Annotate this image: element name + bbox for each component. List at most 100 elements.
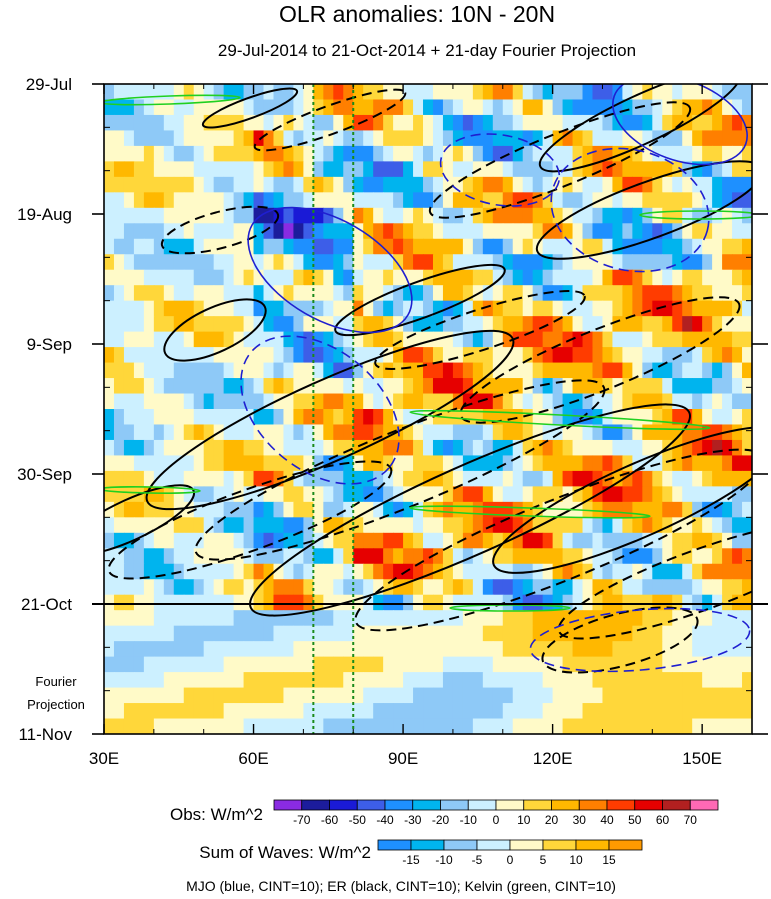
field-cell: [413, 672, 424, 689]
field-cell: [163, 238, 175, 255]
field-cell: [193, 316, 205, 333]
field-cell: [183, 99, 195, 116]
anomaly-field: [104, 84, 752, 734]
field-cell: [273, 192, 285, 209]
field-cell: [313, 84, 324, 101]
field-cell: [482, 672, 494, 689]
field-cell: [104, 409, 115, 426]
field-cell: [732, 656, 743, 673]
field-cell: [153, 161, 165, 178]
field-cell: [692, 455, 703, 472]
field-cell: [682, 362, 693, 379]
colorbar-swatch: [273, 799, 303, 811]
field-cell: [383, 641, 394, 658]
field-cell: [492, 548, 504, 565]
field-cell: [403, 641, 414, 658]
field-cell: [642, 563, 653, 580]
field-cell: [542, 548, 554, 565]
field-cell: [213, 300, 225, 317]
field-cell: [193, 470, 205, 487]
field-cell: [542, 532, 554, 549]
field-cell: [423, 641, 434, 658]
field-cell: [672, 548, 683, 565]
field-cell: [562, 316, 574, 333]
field-cell: [662, 114, 673, 132]
field-cell: [133, 161, 145, 178]
field-cell: [333, 192, 344, 209]
field-cell: [712, 563, 723, 580]
field-cell: [183, 517, 195, 534]
field-cell: [193, 687, 205, 704]
field-cell: [452, 130, 464, 147]
field-cell: [223, 362, 235, 379]
field-cell: [592, 161, 604, 178]
field-cell: [143, 687, 155, 704]
field-cell: [662, 130, 673, 147]
field-cell: [353, 439, 364, 457]
field-cell: [273, 161, 285, 178]
field-cell: [223, 176, 235, 193]
field-cell: [662, 238, 673, 255]
field-cell: [113, 347, 125, 364]
field-cell: [522, 145, 534, 162]
field-cell: [572, 563, 584, 580]
field-cell: [732, 672, 743, 689]
colorbar-swatch: [384, 799, 414, 811]
field-cell: [622, 610, 633, 627]
field-cell: [343, 610, 354, 627]
field-cell: [522, 130, 534, 147]
field-cell: [472, 84, 484, 101]
field-cell: [702, 641, 713, 658]
field-cell: [602, 130, 614, 147]
field-cell: [702, 656, 713, 673]
field-cell: [193, 223, 205, 240]
field-cell: [442, 594, 454, 611]
field-cell: [273, 610, 285, 627]
field-cell: [692, 594, 703, 611]
field-cell: [153, 455, 165, 472]
field-cell: [104, 470, 115, 487]
field-cell: [612, 486, 623, 503]
field-cell: [213, 563, 225, 580]
field-cell: [682, 703, 693, 720]
field-cell: [113, 455, 125, 472]
field-cell: [452, 517, 464, 534]
field-cell: [104, 84, 115, 101]
field-cell: [622, 254, 633, 271]
colorbar-label: 70: [684, 813, 698, 827]
field-cell: [712, 269, 723, 286]
field-cell: [423, 610, 434, 627]
field-cell: [253, 656, 265, 673]
field-cell: [243, 594, 255, 611]
field-cell: [612, 316, 623, 333]
field-cell: [592, 656, 604, 673]
field-cell: [712, 703, 723, 720]
field-cell: [642, 641, 653, 658]
field-cell: [522, 269, 534, 286]
field-cell: [492, 486, 504, 503]
field-cell: [622, 532, 633, 549]
field-cell: [163, 316, 175, 333]
field-cell: [183, 300, 195, 317]
field-cell: [682, 563, 693, 580]
field-cell: [253, 470, 265, 487]
field-cell: [452, 641, 464, 658]
field-cell: [253, 285, 265, 302]
field-cell: [133, 285, 145, 302]
field-cell: [163, 594, 175, 611]
er-contour: [253, 88, 407, 152]
field-cell: [442, 316, 454, 333]
field-cell: [472, 486, 484, 503]
field-cell: [413, 347, 424, 364]
field-cell: [393, 114, 404, 132]
field-cell: [383, 455, 394, 472]
field-cell: [672, 300, 683, 317]
field-cell: [104, 285, 115, 302]
field-cell: [143, 532, 155, 549]
field-cell: [383, 378, 394, 395]
field-cell: [293, 114, 304, 132]
field-cell: [682, 238, 693, 255]
field-cell: [163, 130, 175, 147]
field-cell: [263, 161, 275, 178]
